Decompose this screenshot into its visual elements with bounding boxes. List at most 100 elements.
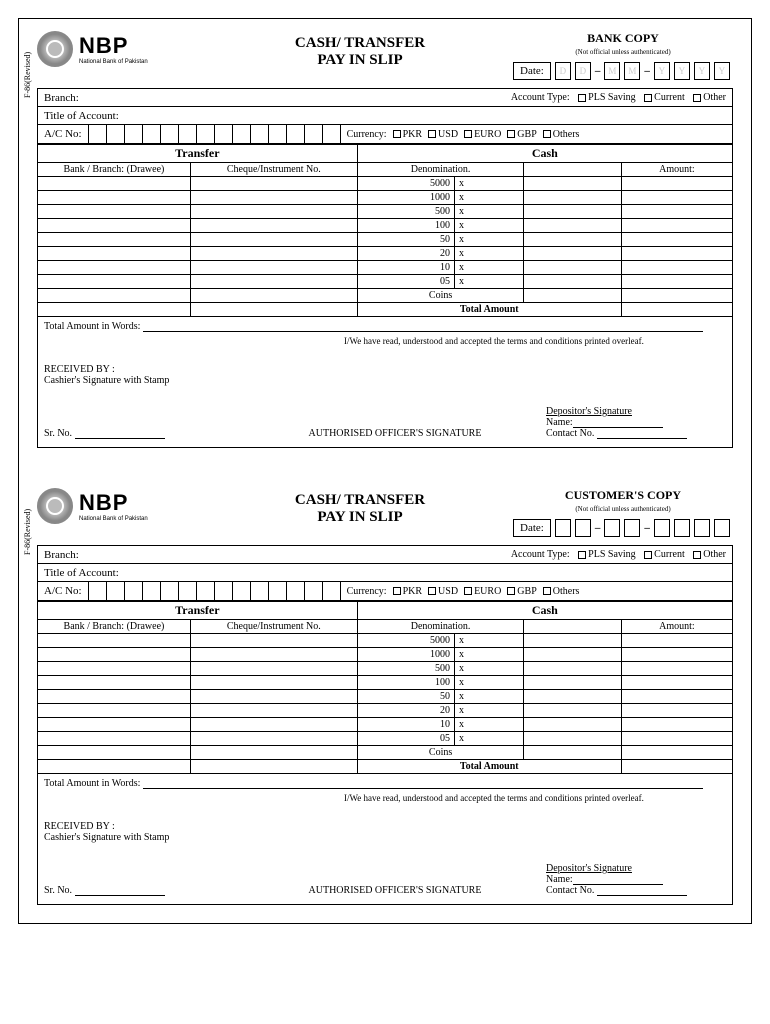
total-amount-cell[interactable] (621, 303, 732, 317)
ac-cell[interactable] (233, 125, 251, 143)
date-cell[interactable] (654, 519, 670, 537)
ac-cell[interactable] (125, 582, 143, 600)
title-account-row[interactable]: Title of Account: (37, 563, 733, 581)
transfer-bank-cell[interactable] (38, 205, 191, 219)
transfer-bank-cell[interactable] (38, 303, 191, 317)
branch-row[interactable]: Branch:Account Type: PLS Saving Current … (37, 88, 733, 106)
ac-cell[interactable] (287, 125, 305, 143)
amount-cell[interactable] (621, 704, 732, 718)
transfer-bank-cell[interactable] (38, 261, 191, 275)
checkbox-icon[interactable] (393, 587, 401, 595)
checkbox-icon[interactable] (644, 94, 652, 102)
transfer-cheque-cell[interactable] (190, 760, 357, 774)
amount-cell[interactable] (621, 746, 732, 760)
ac-cell[interactable] (143, 125, 161, 143)
amount-cell[interactable] (621, 690, 732, 704)
checkbox-icon[interactable] (464, 130, 472, 138)
amount-cell[interactable] (621, 732, 732, 746)
ac-cell[interactable] (179, 582, 197, 600)
checkbox-icon[interactable] (693, 551, 701, 559)
transfer-bank-cell[interactable] (38, 289, 191, 303)
qty-cell[interactable] (524, 732, 621, 746)
ac-cell[interactable] (269, 582, 287, 600)
qty-cell[interactable] (524, 676, 621, 690)
ac-cell[interactable] (251, 125, 269, 143)
transfer-cheque-cell[interactable] (190, 205, 357, 219)
branch-row[interactable]: Branch:Account Type: PLS Saving Current … (37, 545, 733, 563)
transfer-bank-cell[interactable] (38, 704, 191, 718)
ac-cell[interactable] (143, 582, 161, 600)
transfer-cheque-cell[interactable] (190, 261, 357, 275)
amount-cell[interactable] (621, 261, 732, 275)
sr-no-field[interactable] (75, 428, 165, 439)
transfer-cheque-cell[interactable] (190, 704, 357, 718)
checkbox-icon[interactable] (464, 587, 472, 595)
ac-cell[interactable] (251, 582, 269, 600)
qty-cell[interactable] (524, 275, 621, 289)
title-account-row[interactable]: Title of Account: (37, 106, 733, 124)
checkbox-icon[interactable] (543, 130, 551, 138)
qty-cell[interactable] (524, 233, 621, 247)
ac-cell[interactable] (161, 125, 179, 143)
transfer-bank-cell[interactable] (38, 732, 191, 746)
amount-cell[interactable] (621, 191, 732, 205)
transfer-bank-cell[interactable] (38, 718, 191, 732)
ac-cell[interactable] (305, 125, 323, 143)
transfer-bank-cell[interactable] (38, 690, 191, 704)
amount-cell[interactable] (621, 648, 732, 662)
date-cell[interactable] (624, 519, 640, 537)
ac-cell[interactable] (89, 125, 107, 143)
transfer-bank-cell[interactable] (38, 648, 191, 662)
qty-cell[interactable] (524, 648, 621, 662)
date-cell[interactable] (555, 519, 571, 537)
date-cell[interactable] (714, 519, 730, 537)
qty-cell[interactable] (524, 247, 621, 261)
checkbox-icon[interactable] (507, 587, 515, 595)
amount-cell[interactable] (621, 676, 732, 690)
checkbox-icon[interactable] (543, 587, 551, 595)
transfer-bank-cell[interactable] (38, 760, 191, 774)
transfer-cheque-cell[interactable] (190, 648, 357, 662)
checkbox-icon[interactable] (393, 130, 401, 138)
checkbox-icon[interactable] (428, 130, 436, 138)
contact-field[interactable] (597, 885, 687, 896)
checkbox-icon[interactable] (578, 94, 586, 102)
transfer-bank-cell[interactable] (38, 634, 191, 648)
transfer-cheque-cell[interactable] (190, 732, 357, 746)
ac-cell[interactable] (179, 125, 197, 143)
checkbox-icon[interactable] (428, 587, 436, 595)
amount-cell[interactable] (621, 289, 732, 303)
transfer-cheque-cell[interactable] (190, 746, 357, 760)
date-cell[interactable]: D (555, 62, 571, 80)
ac-cell[interactable] (161, 582, 179, 600)
ac-cell[interactable] (107, 582, 125, 600)
date-cell[interactable]: Y (654, 62, 670, 80)
qty-cell[interactable] (524, 205, 621, 219)
checkbox-icon[interactable] (693, 94, 701, 102)
date-cell[interactable] (674, 519, 690, 537)
ac-cell[interactable] (323, 125, 341, 143)
ac-cell[interactable] (107, 125, 125, 143)
date-cell[interactable]: Y (694, 62, 710, 80)
ac-cell[interactable] (269, 125, 287, 143)
ac-cell[interactable] (125, 125, 143, 143)
ac-cell[interactable] (215, 582, 233, 600)
total-words-field[interactable] (143, 778, 703, 789)
amount-cell[interactable] (621, 275, 732, 289)
ac-cell[interactable] (233, 582, 251, 600)
amount-cell[interactable] (621, 219, 732, 233)
amount-cell[interactable] (621, 205, 732, 219)
checkbox-icon[interactable] (578, 551, 586, 559)
date-cell[interactable]: M (604, 62, 620, 80)
amount-cell[interactable] (621, 177, 732, 191)
amount-cell[interactable] (621, 718, 732, 732)
qty-cell[interactable] (524, 289, 621, 303)
transfer-bank-cell[interactable] (38, 662, 191, 676)
amount-cell[interactable] (621, 247, 732, 261)
transfer-bank-cell[interactable] (38, 219, 191, 233)
transfer-cheque-cell[interactable] (190, 718, 357, 732)
transfer-cheque-cell[interactable] (190, 247, 357, 261)
transfer-cheque-cell[interactable] (190, 177, 357, 191)
transfer-bank-cell[interactable] (38, 177, 191, 191)
transfer-cheque-cell[interactable] (190, 233, 357, 247)
